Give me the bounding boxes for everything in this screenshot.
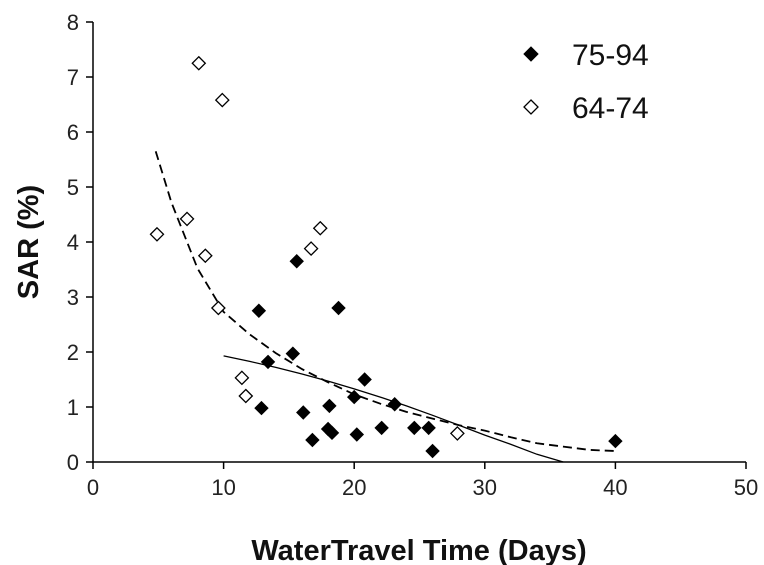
data-point-filled bbox=[387, 397, 402, 412]
y-tick-label: 8 bbox=[67, 10, 79, 35]
data-point-filled bbox=[324, 425, 340, 441]
data-point-filled bbox=[251, 303, 267, 318]
y-axis-title: SAR (%) bbox=[13, 185, 45, 299]
data-point-filled bbox=[407, 420, 422, 436]
data-point-filled bbox=[374, 420, 389, 436]
data-point-filled bbox=[289, 254, 304, 269]
data-point-open bbox=[238, 388, 254, 404]
data-points bbox=[149, 55, 623, 459]
data-point-filled bbox=[349, 427, 365, 442]
y-tick-label: 0 bbox=[67, 450, 79, 475]
data-point-open bbox=[303, 241, 319, 257]
y-tick-label: 3 bbox=[67, 285, 79, 310]
data-point-filled bbox=[305, 432, 320, 448]
y-tick-label: 5 bbox=[67, 175, 79, 200]
y-tick-label: 1 bbox=[67, 395, 79, 420]
data-point-open bbox=[234, 370, 250, 386]
trendlines bbox=[154, 151, 616, 463]
legend-marker-filled bbox=[523, 46, 539, 62]
x-tick-label: 50 bbox=[734, 475, 758, 500]
data-point-filled bbox=[331, 300, 346, 316]
data-point-open bbox=[312, 220, 328, 236]
data-point-filled bbox=[322, 398, 337, 414]
y-tick-label: 6 bbox=[67, 120, 79, 145]
data-point-open bbox=[449, 425, 465, 441]
data-point-filled bbox=[296, 405, 311, 420]
data-point-open bbox=[191, 55, 207, 71]
legend-label: 75-94 bbox=[572, 39, 649, 72]
data-point-filled bbox=[254, 400, 269, 416]
legend-marker-open bbox=[523, 99, 539, 115]
y-tick-label: 2 bbox=[67, 340, 79, 365]
data-point-filled bbox=[608, 433, 623, 449]
data-point-filled bbox=[346, 389, 362, 405]
data-point-open bbox=[210, 300, 226, 316]
data-point-filled bbox=[425, 443, 440, 459]
data-point-open bbox=[197, 248, 213, 264]
data-point-open bbox=[214, 92, 230, 108]
y-tick-label: 7 bbox=[67, 65, 79, 90]
x-tick-label: 40 bbox=[603, 475, 627, 500]
data-point-open bbox=[179, 211, 195, 227]
data-point-filled bbox=[357, 372, 372, 387]
trendline-dashed bbox=[154, 151, 616, 452]
y-tick-label: 4 bbox=[67, 230, 79, 255]
x-tick-label: 30 bbox=[473, 475, 497, 500]
legend-label: 64-74 bbox=[572, 92, 649, 125]
x-axis-title: WaterTravel Time (Days) bbox=[251, 535, 586, 565]
x-tick-label: 10 bbox=[211, 475, 235, 500]
data-point-filled bbox=[260, 354, 276, 370]
x-tick-label: 20 bbox=[342, 475, 366, 500]
data-point-filled bbox=[421, 420, 436, 436]
axes: 0 10 20 30 40 50 0 1 2 3 4 5 6 7 8 bbox=[67, 10, 758, 500]
x-tick-label: 0 bbox=[87, 475, 99, 500]
data-point-filled bbox=[285, 346, 301, 361]
data-point-open bbox=[149, 226, 165, 242]
legend: 75-94 64-74 bbox=[523, 39, 649, 125]
